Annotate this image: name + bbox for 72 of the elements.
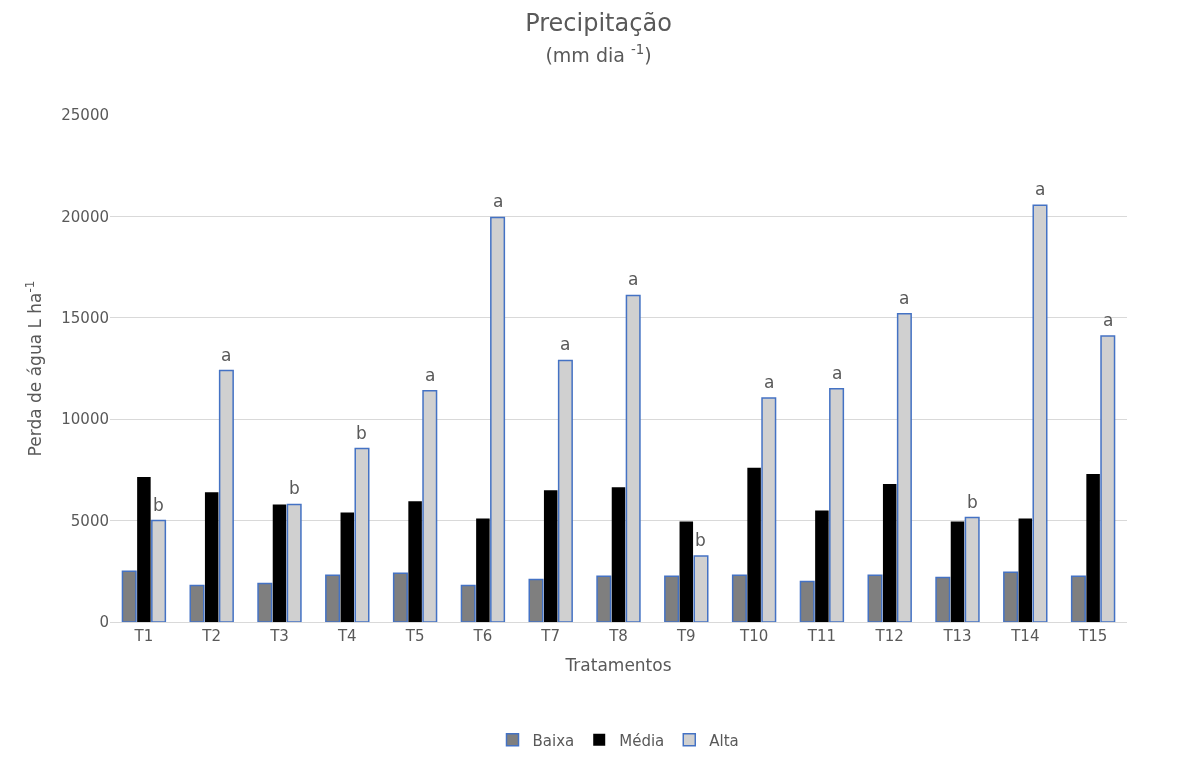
annotation: a: [628, 269, 639, 289]
y-tick-label: 20000: [61, 207, 109, 226]
chart-subtitle: (mm dia $^{-1}$): [545, 41, 652, 66]
y-tick-label: 25000: [61, 106, 109, 125]
x-tick-label: T13: [942, 627, 972, 645]
bar: [204, 492, 219, 622]
annotation: a: [899, 288, 910, 308]
annotation: a: [425, 365, 436, 385]
bar: [950, 521, 965, 622]
bar: [815, 510, 829, 622]
bar: [340, 512, 355, 622]
bar: [476, 518, 490, 622]
annotation: b: [289, 478, 300, 498]
bar: [664, 575, 680, 622]
x-tick-label: T11: [806, 627, 837, 645]
x-tick-label: T15: [1077, 627, 1108, 645]
annotation: b: [695, 530, 706, 550]
x-axis-title: Tratamentos: [564, 655, 672, 676]
legend-label: Média: [619, 731, 665, 750]
legend-label: Baixa: [532, 731, 575, 750]
bar: [392, 572, 408, 622]
annotation: b: [153, 495, 164, 515]
legend-label: Alta: [709, 731, 739, 750]
x-tick-label: T7: [540, 627, 561, 645]
bar: [121, 570, 137, 622]
annotation: b: [356, 423, 367, 443]
bar: [257, 582, 273, 622]
bar: [528, 578, 544, 622]
bar: [747, 467, 761, 622]
x-tick-label: T6: [472, 627, 493, 645]
x-tick-label: T9: [675, 627, 696, 645]
annotation: a: [832, 363, 843, 383]
bar: [1070, 575, 1086, 622]
x-tick-label: T10: [738, 627, 769, 645]
bar: [1003, 571, 1019, 622]
annotation: a: [764, 372, 775, 392]
x-tick-label: T14: [1010, 627, 1040, 645]
bar: [272, 504, 287, 622]
x-tick-label: T12: [874, 627, 904, 645]
bar: [596, 575, 612, 622]
annotation: a: [493, 191, 504, 211]
x-tick-label: T3: [269, 627, 289, 645]
annotation: a: [560, 334, 571, 354]
bar: [882, 484, 897, 622]
y-tick-label: 5000: [70, 511, 109, 530]
bar: [408, 501, 422, 622]
bar: [935, 576, 951, 622]
bar: [867, 574, 883, 622]
bar: [799, 580, 815, 622]
annotation: b: [967, 492, 978, 512]
bar: [460, 584, 476, 622]
bar: [1018, 518, 1033, 622]
bar: [189, 584, 205, 622]
y-tick-label: 15000: [61, 309, 109, 328]
bar: [137, 477, 151, 622]
bar: [543, 490, 558, 622]
chart-title: Precipitação: [525, 8, 672, 37]
bar: [731, 574, 747, 622]
bar: [325, 574, 341, 622]
bar: [611, 487, 626, 622]
x-tick-label: T4: [336, 627, 357, 645]
y-tick-label: 10000: [61, 410, 109, 429]
annotation: a: [1103, 310, 1114, 330]
y-tick-label: 0: [99, 613, 109, 632]
annotation: a: [1035, 179, 1046, 199]
annotation: a: [221, 345, 232, 365]
bar: [679, 521, 694, 622]
x-tick-label: T5: [404, 627, 425, 645]
x-tick-label: T2: [201, 627, 222, 645]
bar: [1086, 473, 1100, 622]
x-tick-label: T8: [608, 627, 628, 645]
x-tick-label: T1: [133, 627, 154, 645]
